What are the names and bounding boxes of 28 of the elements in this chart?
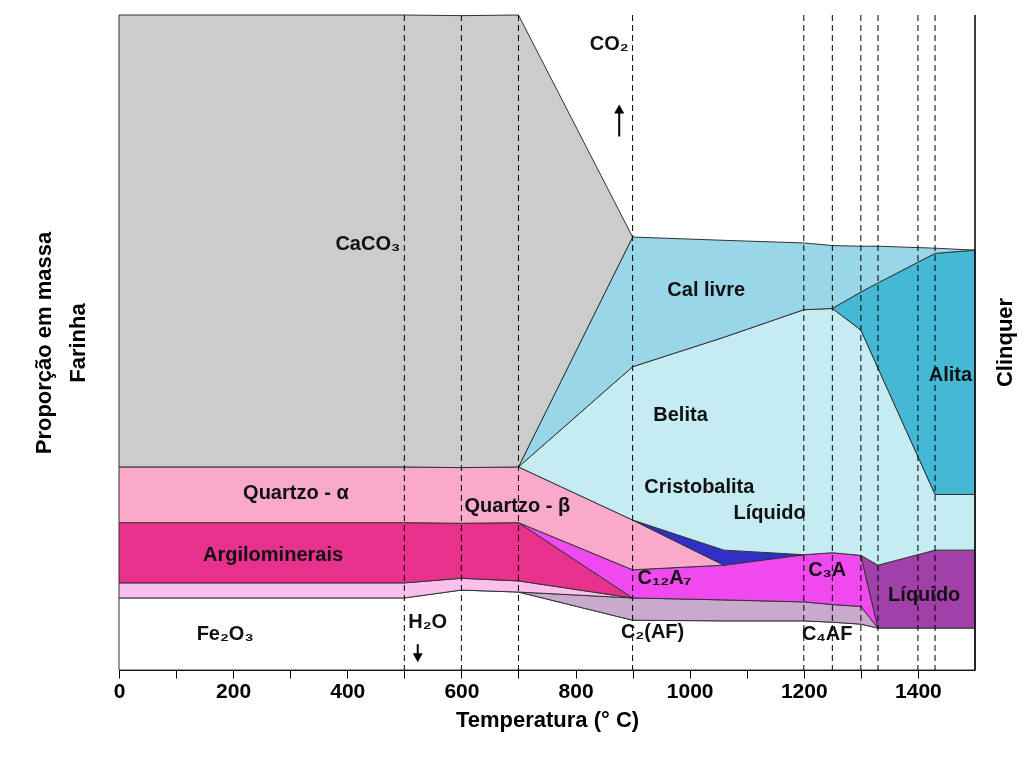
annotation: Cristobalita	[644, 474, 756, 497]
series-label: Líquido	[888, 582, 961, 605]
x-tick-label: 1400	[895, 678, 942, 702]
annotation: Quartzo - β	[464, 494, 571, 517]
annotation: C₄AF	[801, 621, 853, 644]
y-axis-title: Proporção em massa Farinha	[30, 230, 90, 455]
x-tick-label: 0	[113, 678, 126, 702]
x-tick-label: 1200	[780, 678, 828, 702]
series-label: Alita	[928, 363, 974, 386]
series-label: Argilominerais	[203, 543, 344, 566]
x-tick-label: 600	[444, 678, 480, 702]
x-tick-label: 400	[330, 678, 366, 702]
x-tick-label: 1000	[666, 678, 714, 702]
series-label: Líquido	[733, 500, 806, 523]
annotation: C₃A	[808, 557, 847, 580]
annotation: CO₂	[589, 32, 629, 55]
series-label: C₁₂A₇	[637, 566, 692, 589]
x-tick-label: 200	[216, 678, 252, 702]
series-label: CaCO₃	[335, 232, 401, 255]
y2-axis-title: Clinquer	[992, 297, 1017, 388]
series-label: Cal livre	[667, 278, 746, 301]
x-axis-title: Temperatura (° C)	[455, 706, 640, 732]
series-label: Belita	[653, 402, 709, 425]
x-tick-label: 800	[558, 678, 594, 702]
series-label: Fe₂O₃	[196, 621, 254, 644]
annotation: H₂O	[408, 610, 448, 633]
series-label: Quartzo - α	[243, 481, 350, 504]
series-label: C₂(AF)	[620, 620, 685, 643]
